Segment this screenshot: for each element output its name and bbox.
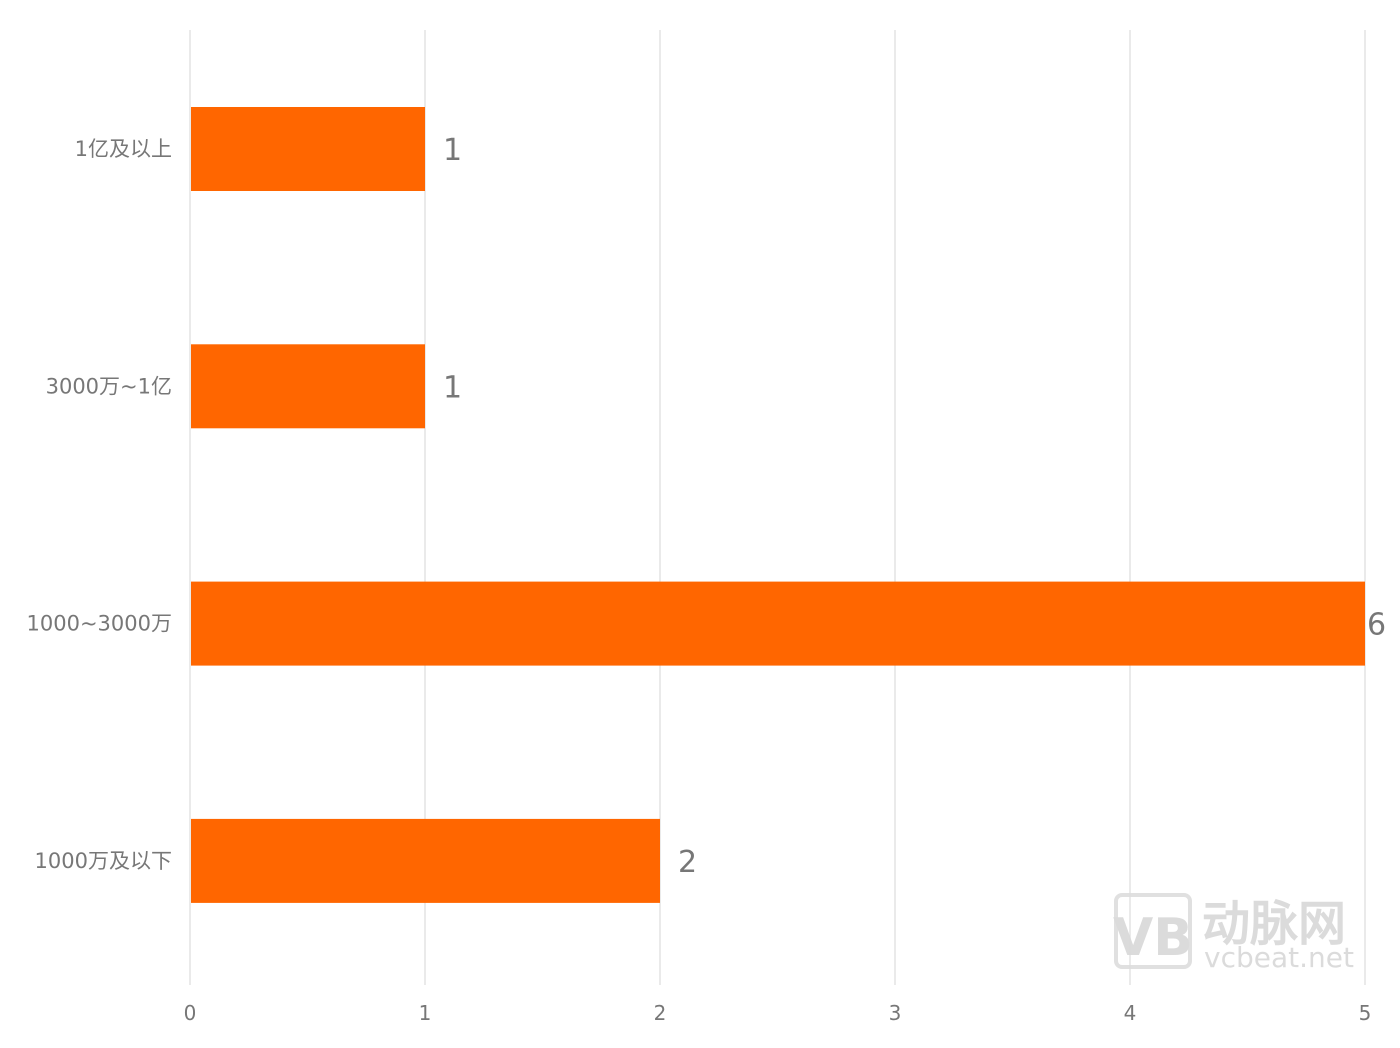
category-label: 3000万~1亿 <box>46 374 172 398</box>
bar <box>191 581 1365 666</box>
data-label: 2 <box>678 845 697 880</box>
watermark-cn: 动脉网 <box>1202 896 1346 952</box>
watermark-logo: VB 动脉网 vcbeat.net <box>1113 893 1354 974</box>
x-tick-label: 3 <box>889 1001 902 1025</box>
category-label: 1000~3000万 <box>27 612 172 636</box>
category-label: 1亿及以上 <box>75 137 172 161</box>
data-label: 1 <box>443 370 462 405</box>
data-label: 1 <box>443 133 462 168</box>
bar <box>191 107 425 191</box>
category-label: 1000万及以下 <box>35 849 172 873</box>
x-tick-label: 0 <box>184 1001 197 1025</box>
x-tick-label: 2 <box>654 1001 667 1025</box>
watermark-en: vcbeat.net <box>1204 941 1354 974</box>
category-labels: 1亿及以上 3000万~1亿 1000~3000万 1000万及以下 <box>27 137 172 873</box>
svg-text:VB: VB <box>1113 908 1193 968</box>
bar <box>191 818 660 903</box>
bar <box>191 344 425 429</box>
bars <box>191 107 1365 903</box>
x-tick-labels: 0 1 2 3 4 5 <box>184 1001 1372 1025</box>
x-tick-label: 4 <box>1124 1001 1137 1025</box>
data-label: 6 <box>1367 608 1386 643</box>
x-tick-label: 5 <box>1359 1001 1372 1025</box>
x-tick-label: 1 <box>419 1001 432 1025</box>
data-labels: 1 1 6 2 <box>443 133 1386 880</box>
